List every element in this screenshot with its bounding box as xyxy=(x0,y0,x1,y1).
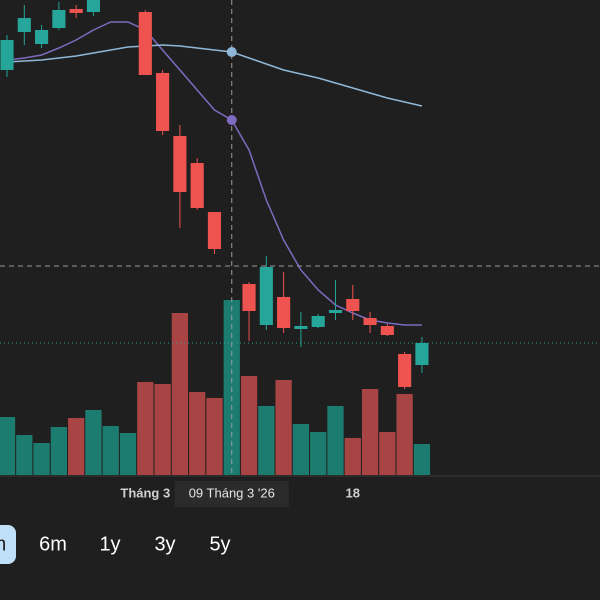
crosshair-label: 09 Tháng 3 '26 xyxy=(189,485,275,500)
candle-body xyxy=(35,30,49,44)
moving-average xyxy=(6,44,423,107)
volume-bar xyxy=(327,406,344,475)
volume-bar xyxy=(258,406,275,475)
crosshair-point xyxy=(226,47,237,57)
volume-bar xyxy=(379,432,396,475)
volume-bar xyxy=(206,398,223,475)
volume-bar xyxy=(137,382,154,475)
volume-bar xyxy=(344,438,361,475)
candle-body xyxy=(0,40,14,70)
candle-body xyxy=(173,136,187,192)
candle-body xyxy=(346,299,360,311)
candle-body xyxy=(190,163,204,208)
candle-body xyxy=(328,310,343,313)
volume-bar xyxy=(154,384,171,475)
volume-bar xyxy=(413,444,431,475)
volume-bar xyxy=(50,427,68,475)
candle-body xyxy=(69,9,83,13)
candle-body xyxy=(259,267,273,325)
candle-body xyxy=(86,0,101,12)
volume-bar xyxy=(16,435,33,475)
volume-bar xyxy=(310,432,327,475)
candle-body xyxy=(363,318,377,325)
volume-bar xyxy=(396,394,413,475)
crosshair-label-bg xyxy=(174,481,289,507)
range-button[interactable]: 3y xyxy=(154,533,175,555)
range-button[interactable]: 5y xyxy=(209,533,230,555)
range-button[interactable]: 6m xyxy=(39,533,67,555)
volume-bar xyxy=(119,433,137,475)
volume-bar xyxy=(189,392,206,475)
volume-bar xyxy=(240,376,258,475)
candle-body xyxy=(415,343,429,365)
range-button[interactable]: m xyxy=(0,533,6,555)
candle-body xyxy=(17,18,31,32)
volume-bar xyxy=(171,313,189,475)
crosshair-point xyxy=(226,115,237,125)
volume-bar xyxy=(361,389,379,475)
candle-body xyxy=(398,354,412,387)
x-tick-label: 18 xyxy=(346,485,360,500)
candle-body xyxy=(207,212,222,249)
volume-bar xyxy=(292,424,310,475)
candle-body xyxy=(242,284,256,311)
range-button-selected[interactable] xyxy=(0,525,16,564)
volume-bar xyxy=(102,426,119,475)
candle-body xyxy=(294,326,308,329)
volume-bar xyxy=(33,443,50,475)
candle-body xyxy=(52,10,66,28)
candle-body xyxy=(138,12,152,75)
volume-bar xyxy=(0,417,16,475)
moving-average xyxy=(6,21,422,326)
volume-bar xyxy=(85,410,102,475)
candle-body xyxy=(156,73,170,131)
candle-body xyxy=(311,316,325,327)
candle-body xyxy=(277,297,291,328)
x-tick-label: Tháng 3 xyxy=(120,485,170,500)
volume-bar xyxy=(68,418,85,475)
candle-body xyxy=(380,326,394,335)
volume-bar xyxy=(275,380,292,475)
range-button[interactable]: 1y xyxy=(99,533,120,555)
